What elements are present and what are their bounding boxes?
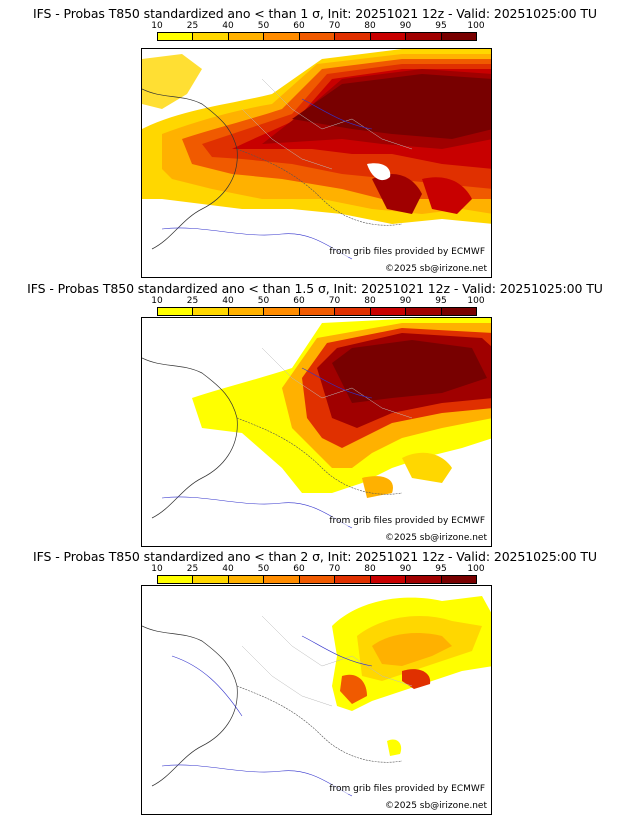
map-panel-1: IFS - Probas T850 standardized ano < tha… xyxy=(0,6,630,281)
data-source-credit: from grib files provided by ECMWF xyxy=(329,516,485,526)
legend-swatch xyxy=(441,308,476,315)
legend-swatch xyxy=(193,576,229,583)
legend-swatch xyxy=(299,308,336,315)
legend-swatch xyxy=(335,308,371,315)
probability-legend: 10 25 40 50 60 70 80 90 95 100 xyxy=(151,21,485,46)
legend-swatch xyxy=(370,308,407,315)
map-canvas xyxy=(142,49,491,260)
legend-tick: 90 xyxy=(399,564,412,574)
legend-swatch xyxy=(335,33,371,40)
copyright-credit: ©2025 sb@irizone.net xyxy=(385,801,487,811)
legend-tick: 10 xyxy=(151,564,163,574)
legend-colorbar xyxy=(157,575,477,584)
legend-swatch xyxy=(264,308,300,315)
legend-tick: 80 xyxy=(364,296,376,306)
legend-swatch xyxy=(406,33,442,40)
data-source-credit: from grib files provided by ECMWF xyxy=(329,247,485,257)
legend-swatch xyxy=(264,576,300,583)
legend-swatch xyxy=(335,576,371,583)
legend-tick: 40 xyxy=(222,21,234,31)
map-panel-2: IFS - Probas T850 standardized ano < tha… xyxy=(0,281,630,556)
legend-tick: 90 xyxy=(399,296,412,306)
legend-tick: 40 xyxy=(222,296,234,306)
legend-tick: 70 xyxy=(328,21,341,31)
map-panel-3: IFS - Probas T850 standardized ano < tha… xyxy=(0,549,630,824)
legend-tick: 100 xyxy=(467,564,485,574)
map-canvas xyxy=(142,596,491,797)
legend-swatch xyxy=(193,308,229,315)
map-title: IFS - Probas T850 standardized ano < tha… xyxy=(27,281,603,296)
legend-tick: 50 xyxy=(257,564,270,574)
legend-tick: 80 xyxy=(364,21,376,31)
map-title: IFS - Probas T850 standardized ano < tha… xyxy=(33,6,597,21)
copyright-credit: ©2025 sb@irizone.net xyxy=(385,264,487,274)
legend-swatch xyxy=(299,33,336,40)
legend-swatch xyxy=(441,33,476,40)
legend-colorbar xyxy=(157,32,477,41)
legend-tick: 70 xyxy=(328,564,341,574)
legend-tick: 95 xyxy=(435,21,447,31)
legend-swatch xyxy=(370,33,407,40)
legend-swatch xyxy=(299,576,336,583)
legend-tick: 80 xyxy=(364,564,376,574)
legend-swatch xyxy=(228,308,265,315)
legend-swatch xyxy=(264,33,300,40)
legend-swatch xyxy=(228,33,265,40)
legend-swatch xyxy=(406,576,442,583)
legend-tick: 70 xyxy=(328,296,341,306)
legend-tick: 25 xyxy=(186,564,199,574)
map-title: IFS - Probas T850 standardized ano < tha… xyxy=(33,549,597,564)
legend-tick: 50 xyxy=(257,21,270,31)
copyright-credit: ©2025 sb@irizone.net xyxy=(385,533,487,543)
legend-ticks: 10 25 40 50 60 70 80 90 95 100 xyxy=(151,21,484,32)
legend-tick: 95 xyxy=(435,564,447,574)
legend-swatch xyxy=(370,576,407,583)
probability-map: from grib files provided by ECMWF ©2025 … xyxy=(141,585,492,815)
legend-tick: 10 xyxy=(151,21,163,31)
legend-swatch xyxy=(441,576,476,583)
legend-tick: 40 xyxy=(222,564,234,574)
legend-tick: 50 xyxy=(257,296,270,306)
legend-swatch xyxy=(158,33,194,40)
legend-swatch xyxy=(193,33,229,40)
legend-tick: 95 xyxy=(435,296,447,306)
legend-swatch xyxy=(406,308,442,315)
legend-tick: 25 xyxy=(186,21,199,31)
legend-tick: 60 xyxy=(293,296,305,306)
map-canvas xyxy=(142,318,491,529)
legend-tick: 60 xyxy=(293,21,305,31)
legend-swatch xyxy=(228,576,265,583)
legend-swatch xyxy=(158,576,194,583)
probability-legend: 10 25 40 50 60 70 80 90 95 100 xyxy=(151,564,485,589)
legend-colorbar xyxy=(157,307,477,316)
legend-tick: 100 xyxy=(467,21,485,31)
legend-tick: 100 xyxy=(467,296,485,306)
probability-map: from grib files provided by ECMWF ©2025 … xyxy=(141,317,492,547)
legend-swatch xyxy=(158,308,194,315)
data-source-credit: from grib files provided by ECMWF xyxy=(329,784,485,794)
legend-ticks: 10 25 40 50 60 70 80 90 95 100 xyxy=(151,296,484,307)
legend-tick: 25 xyxy=(186,296,199,306)
legend-tick: 90 xyxy=(399,21,412,31)
legend-tick: 60 xyxy=(293,564,305,574)
legend-ticks: 10 25 40 50 60 70 80 90 95 100 xyxy=(151,564,484,575)
probability-map: from grib files provided by ECMWF ©2025 … xyxy=(141,48,492,278)
legend-tick: 10 xyxy=(151,296,163,306)
probability-legend: 10 25 40 50 60 70 80 90 95 100 xyxy=(151,296,485,321)
